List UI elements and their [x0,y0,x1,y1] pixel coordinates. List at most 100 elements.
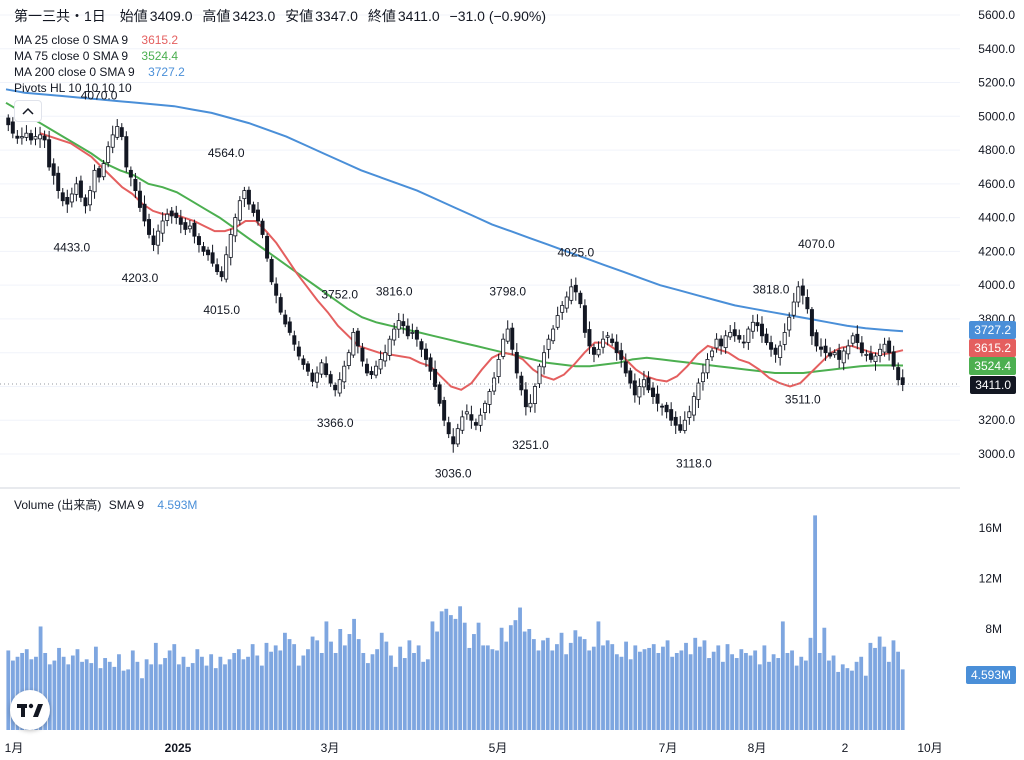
volume-legend[interactable]: Volume (出来高) SMA 9 4.593M [14,497,201,513]
candle [611,334,614,347]
candle [138,182,141,212]
candle-body [84,198,87,206]
price-tick-label: 5000.0 [978,109,1015,123]
tradingview-logo-icon [17,702,43,718]
volume-bar [855,662,859,730]
candle [275,277,278,303]
volume-bar [790,650,794,730]
candle-body [529,403,532,407]
indicator-pivots[interactable]: Pivots HL 10 10 10 10 [14,80,136,96]
volume-bar [228,659,232,730]
candle-body [216,265,219,272]
candle-body [860,343,863,353]
volume-bar [255,656,259,730]
volume-bar [274,645,278,730]
candle-body [415,330,418,339]
volume-bar [726,644,730,730]
volume-bar [523,632,527,730]
candle-body [374,366,377,375]
candle [874,352,877,370]
volume-bar [509,625,513,730]
candle-body [11,122,14,133]
candle-body [738,335,741,339]
candle-body [66,197,69,204]
candle-body [747,329,750,342]
candle-body [43,136,46,140]
candle [57,166,60,198]
candle-body [892,352,895,366]
candle-body [302,359,305,365]
volume-bar [237,649,241,730]
volume-bar [112,667,116,730]
volume-bar [832,656,836,730]
candle-body [524,390,527,407]
collapse-legend-button[interactable] [14,100,42,122]
volume-bar [550,650,554,730]
candle-body [306,364,309,371]
candle [688,406,691,425]
volume-bar [647,648,651,730]
indicator-label: MA 25 close 0 SMA 9 [14,33,128,47]
volume-bar [620,657,624,730]
volume-bar [532,639,536,730]
volume-bar [882,647,886,730]
candle [856,325,859,349]
volume-bar [555,644,559,730]
candle [20,127,23,144]
candle-body [715,339,718,348]
volume-bar [66,664,70,730]
candle-body [166,214,169,220]
volume-bar [689,654,693,730]
candle-body [883,344,886,352]
candle-body [797,287,800,302]
candle-body [125,137,128,167]
price-tick-label: 4600.0 [978,177,1015,191]
candle [234,214,237,243]
volume-bar [606,640,610,730]
candle [166,209,169,227]
candle-body [851,336,854,343]
volume-bar [426,659,430,730]
price-tick-label: 4800.0 [978,143,1015,157]
volume-bar [772,654,776,730]
candle-body [206,250,209,255]
candle-body [819,347,822,349]
candle [647,371,650,393]
volume-bar [283,633,287,730]
candle [402,314,405,334]
volume-bar [712,652,716,730]
candle [792,293,795,319]
volume-bar [809,638,813,730]
candle-body [456,429,459,444]
candle-body [688,412,691,418]
indicator-ma200[interactable]: MA 200 close 0 SMA 9 3727.2 [14,64,189,80]
indicator-ma25[interactable]: MA 25 close 0 SMA 9 3615.2 [14,32,182,48]
candle-body [152,236,155,245]
close-value: 3411.0 [398,8,440,24]
candle-body [334,385,337,390]
candle [438,382,441,407]
indicator-ma75[interactable]: MA 75 close 0 SMA 9 3524.4 [14,48,182,64]
volume-bar [182,657,186,730]
volume-bar [467,648,471,730]
candle-body [483,403,486,412]
candle [561,301,564,320]
pivot-label: 3816.0 [376,284,413,298]
volume-bar [449,615,453,730]
volume-bar [629,659,633,730]
candle-body [379,359,382,369]
volume-bar [537,650,541,730]
volume-bar [159,664,163,730]
volume-bar [859,657,863,730]
candle-body [365,364,368,373]
candle-body [275,284,278,295]
volume-bar [117,654,121,730]
symbol-title[interactable]: 第一三共・1日 [14,8,106,24]
volume-bar [758,664,762,730]
candle-body [134,179,137,190]
volume-bar [560,633,564,730]
tradingview-logo[interactable] [10,690,50,730]
candle-body [756,323,759,326]
volume-bar [269,652,273,730]
